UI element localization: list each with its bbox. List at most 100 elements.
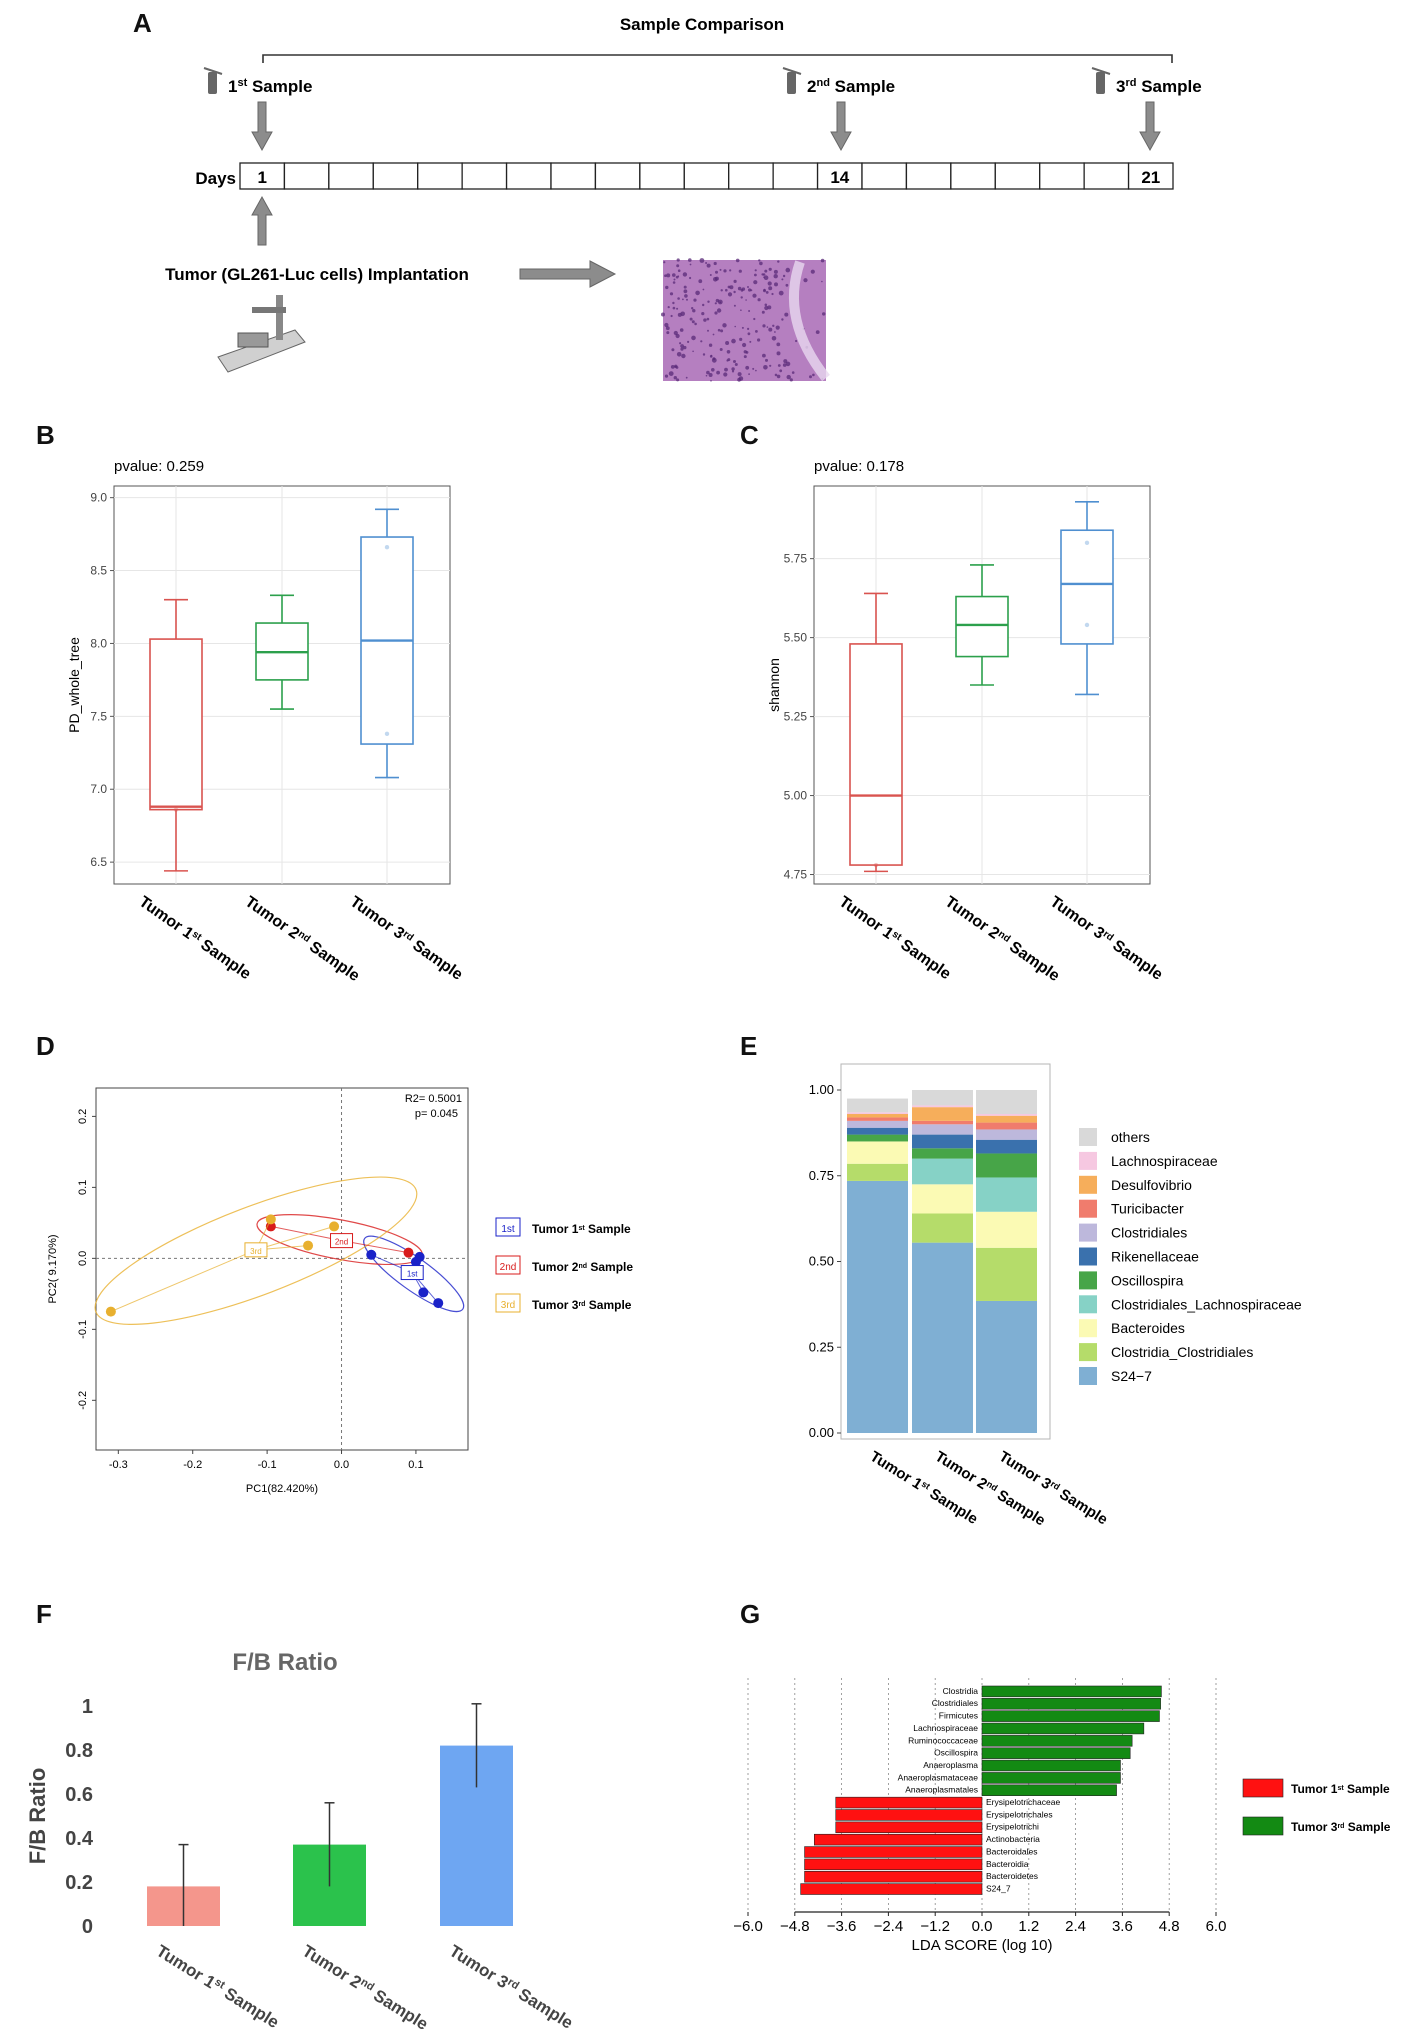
lda-xtick-label: 0.0 [972,1918,993,1935]
stack-segment [847,1141,908,1164]
lda-xlabel: LDA SCORE (log 10) [912,1937,1053,1954]
day-cell [639,162,685,190]
implantation-label: Tumor (GL261-Luc cells) Implantation [165,265,469,284]
lda-bar [981,1698,1161,1710]
histology-nucleus [762,324,766,328]
b-ylabel: PD_whole_tree [66,637,82,733]
histology-nucleus [691,320,695,324]
histology-nucleus [665,285,669,290]
histology-nucleus [786,374,791,380]
stack-segment [912,1105,973,1108]
histology-nucleus [729,285,734,290]
histology-nucleus [720,289,723,292]
histology-nucleus [720,329,724,333]
c-box [1060,529,1114,645]
lda-xtick-label: −2.4 [874,1918,904,1935]
c-ytick-label: 4.75 [784,868,808,882]
histology-nucleus [757,298,761,302]
histology-nucleus [683,345,687,350]
tube-cap [782,67,802,75]
histology-nucleus [672,273,676,277]
stack-segment [912,1120,973,1125]
pcoa-legend-label: Tumor 2nd Sample [532,1260,633,1274]
histology-nucleus [733,279,737,283]
histology-nucleus [759,261,763,266]
histology-nucleus [695,290,700,296]
histology-nucleus [682,272,688,277]
histology-nucleus [725,341,730,345]
histology-nucleus [768,286,773,291]
histology-nucleus [677,275,680,278]
histology-nucleus [734,363,738,366]
stack-segment [847,1117,908,1121]
lda-bar [804,1870,983,1883]
tube-icon [203,67,223,94]
b-ytick-label: 6.5 [90,855,107,869]
histology-nucleus [810,269,815,274]
pcoa-legend-box [495,1255,521,1275]
pcoa-legend-box [495,1293,521,1313]
histology-nucleus [733,304,736,307]
lda-feature-label: Anaeroplasma [923,1760,978,1770]
histology-nucleus [776,342,781,347]
histology-nucleus [716,370,720,375]
histology-nucleus [774,282,778,287]
histology-nucleus [677,312,682,317]
histology-nucleus [691,307,694,310]
histology-nucleus [706,317,710,321]
pcoa-ylabel: PC2( 9.170%) [47,1234,59,1303]
panel-label-f: F [36,1599,52,1629]
histology-nucleus [753,317,756,321]
lda-feature-label: Anaeroplasmataceae [898,1772,979,1782]
b-ytick-label: 9.0 [90,491,107,505]
histology-nucleus [737,286,742,291]
panel-label-d: D [36,1031,55,1061]
lda-feature-label: Ruminococcaceae [908,1735,978,1745]
histology-nucleus [680,347,684,351]
stack-segment [847,1120,908,1128]
stack-legend-label: Clostridia_Clostridiales [1111,1344,1253,1360]
stack-segment [912,1134,973,1149]
stack-legend-swatch [1079,1223,1097,1242]
lda-bar [804,1846,983,1858]
stack-segment [976,1153,1037,1178]
day-cell [728,162,774,190]
timeline-diagram: Sample Comparison Days 1 14 21 1st Sample 2nd … [165,15,1202,382]
histology-nucleus [745,351,749,354]
pcoa-legend-box-label: 2nd [500,1262,517,1273]
panel-label-b: B [36,420,55,450]
lda-bar [981,1772,1121,1784]
day-cell [772,162,819,190]
lda-feature-label: S24_7 [986,1884,1011,1894]
histology-nucleus [776,351,781,356]
histology-nucleus [677,269,681,273]
histology-nucleus [748,373,750,375]
histology-nucleus [707,329,709,332]
day-cell [461,162,508,190]
stack-segment [912,1107,973,1121]
panel-label-e: E [740,1031,758,1061]
histology-nucleus [740,296,743,299]
histology-nucleus [686,298,688,301]
histology-nucleus [773,274,778,279]
lda-feature-label: Clostridia [943,1686,979,1696]
histology-nucleus [748,310,751,312]
lda-legend-swatch [1242,1816,1284,1836]
histology-nucleus [710,380,712,382]
lda-bar [981,1722,1145,1735]
tube-body [208,72,217,94]
lda-bar [981,1710,1160,1722]
histology-nucleus [689,276,692,280]
stack-segment [976,1139,1037,1154]
b-xtick-label: Tumor 1st Sample [136,893,254,983]
histology-nucleus [707,300,710,303]
stack-ytick-label: 0.50 [809,1254,834,1269]
days-label: Days [195,169,236,188]
histology-nucleus [676,378,680,382]
lda-bar [981,1759,1121,1772]
pcoa-xtick-label: -0.2 [183,1459,202,1471]
histology-nucleus [812,373,815,377]
histology-nucleus [701,312,705,316]
histology-nucleus [666,331,670,335]
histology-nucleus [702,353,706,356]
